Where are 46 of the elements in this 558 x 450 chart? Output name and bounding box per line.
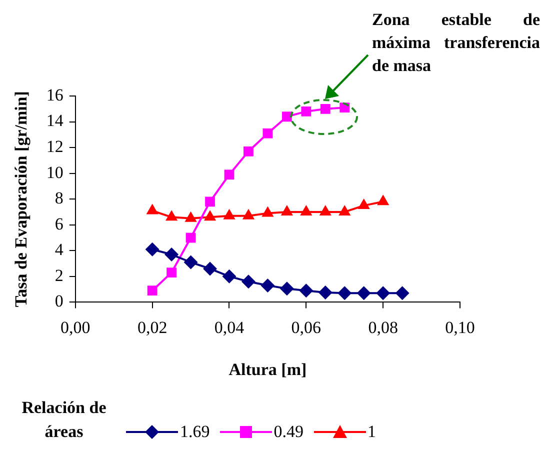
y-tick-label: 6 [54,214,64,234]
point [395,286,410,300]
x-tick-label: 0,00 [60,318,90,337]
x-axis-title: Altura [m] [228,360,307,380]
y-tick-label: 10 [46,162,64,182]
point [224,170,234,180]
point [282,112,292,122]
point [166,268,176,278]
point [184,255,198,270]
point [376,286,390,300]
y-tick-label: 16 [46,85,64,104]
y-tick-label: 4 [54,240,64,260]
text: Zona estable de máxima transferencia de masa [372,9,540,77]
point [356,286,371,300]
y-tick-label: 2 [54,266,64,285]
point [147,286,158,296]
x-tick-label: 0,06 [291,318,322,337]
y-tick-label: 0 [54,292,64,311]
legend-label: 0.49 [274,422,304,442]
legend-label: 1 [368,422,376,442]
point [280,282,294,296]
point [186,232,196,243]
y-axis-title: Tasa de Evaporación [gr/min] [12,91,31,308]
point [164,248,179,262]
y-tick-label: 14 [46,111,64,130]
point [241,274,256,289]
point [145,242,160,256]
point [262,128,273,138]
x-tick-label: 0,04 [214,318,245,337]
point [320,104,330,114]
legend-label: 1.69 [180,422,210,442]
legend-title: Relación de áreas [20,397,108,443]
point [260,278,275,292]
x-tick-label: 0,10 [445,318,475,337]
point [338,286,352,300]
point [318,286,332,300]
point [222,269,236,284]
y-tick-label: 8 [54,188,64,208]
point [301,106,312,116]
point [299,284,314,298]
x-tick-label: 0,08 [368,318,398,337]
point [203,262,218,276]
x-tick-label: 0,02 [137,318,168,337]
point [205,196,215,207]
point [244,146,254,156]
y-tick-label: 12 [46,137,64,156]
